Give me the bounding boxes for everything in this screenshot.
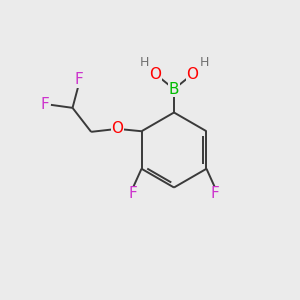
- Text: O: O: [149, 67, 161, 82]
- Text: F: F: [129, 186, 137, 202]
- Text: F: F: [211, 186, 219, 202]
- Text: F: F: [40, 97, 49, 112]
- Text: H: H: [199, 56, 209, 69]
- Text: O: O: [112, 121, 124, 136]
- Text: B: B: [169, 82, 179, 97]
- Text: F: F: [74, 72, 83, 87]
- Text: H: H: [139, 56, 149, 69]
- Text: O: O: [187, 67, 199, 82]
